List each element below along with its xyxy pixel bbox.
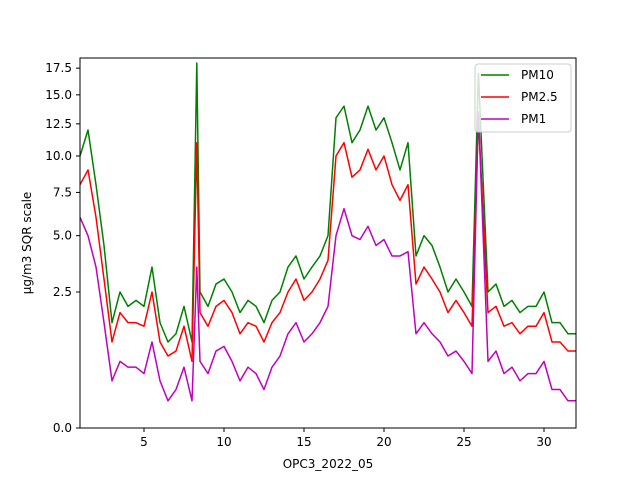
y-tick-label: 2.5 <box>53 285 72 299</box>
series-line-pm10 <box>80 62 576 343</box>
y-tick-label: 0.0 <box>53 421 72 435</box>
x-tick-label: 5 <box>140 435 148 449</box>
y-axis-label: µg/m3 SQR scale <box>20 192 34 295</box>
x-tick-label: 20 <box>376 435 391 449</box>
legend: PM10 PM2.5 PM1 <box>474 63 572 133</box>
legend-label: PM1 <box>521 112 546 126</box>
y-tick-label: 10.0 <box>45 149 72 163</box>
series-layer <box>80 62 576 402</box>
y-axis: 0.0 2.5 5.0 7.5 10.0 12.5 15.0 17.5 <box>45 61 80 435</box>
x-tick-label: 10 <box>216 435 231 449</box>
x-tick-label: 25 <box>456 435 471 449</box>
x-axis: 5 10 15 20 25 30 <box>140 428 552 449</box>
y-tick-label: 5.0 <box>53 229 72 243</box>
series-line-pm25 <box>80 117 576 363</box>
legend-label: PM2.5 <box>521 90 558 104</box>
legend-label: PM10 <box>521 68 554 82</box>
x-axis-label: OPC3_2022_05 <box>283 457 374 471</box>
y-tick-label: 12.5 <box>45 117 72 131</box>
x-tick-label: 30 <box>536 435 551 449</box>
series-line-pm1 <box>80 111 576 402</box>
x-tick-label: 15 <box>296 435 311 449</box>
y-tick-label: 17.5 <box>45 61 72 75</box>
y-tick-label: 7.5 <box>53 185 72 199</box>
plot-frame <box>79 57 577 429</box>
y-tick-label: 15.0 <box>45 88 72 102</box>
legend-box <box>474 63 572 133</box>
